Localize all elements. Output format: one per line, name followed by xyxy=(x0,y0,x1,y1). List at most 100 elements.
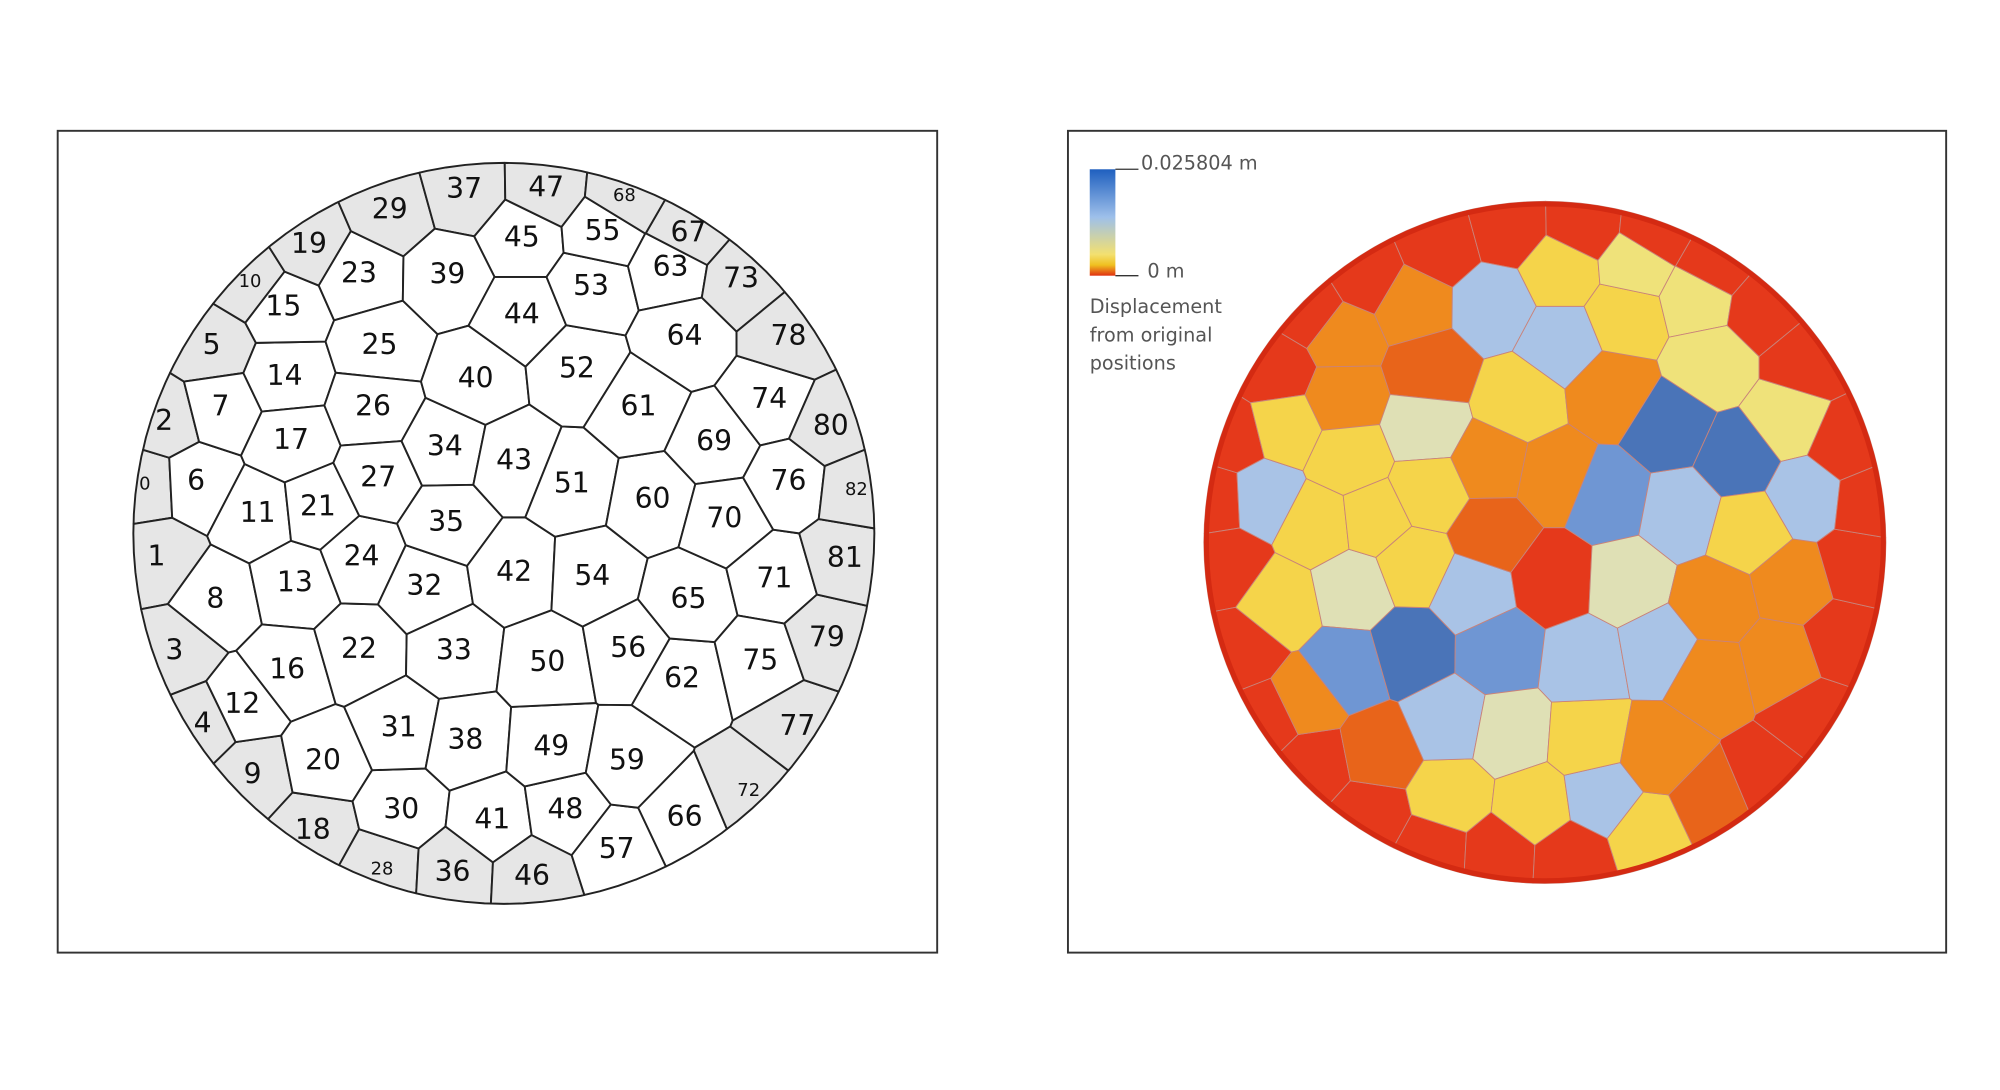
cell-label: 65 xyxy=(671,582,707,615)
cell-label: 53 xyxy=(573,269,609,302)
cell-label: 59 xyxy=(609,744,645,777)
cell-label: 57 xyxy=(599,832,635,865)
disc-rim xyxy=(1203,201,1886,884)
cell-label: 19 xyxy=(291,227,327,260)
cell xyxy=(783,593,869,693)
cell-label: 30 xyxy=(383,792,419,825)
cell-label: 31 xyxy=(381,710,417,743)
legend-caption: positions xyxy=(1090,352,1176,375)
colorbar xyxy=(1089,169,1116,276)
cell-label: 24 xyxy=(344,540,380,573)
cell-label: 39 xyxy=(429,258,465,291)
cell-label: 15 xyxy=(265,290,301,323)
cell-label: 47 xyxy=(528,171,564,204)
cell-label: 46 xyxy=(514,859,550,892)
cell-label: 6 xyxy=(187,464,205,497)
cell-label: 36 xyxy=(435,855,471,888)
cell-label: 1 xyxy=(147,540,165,573)
cell-label: 74 xyxy=(751,382,787,415)
cell-label: 44 xyxy=(504,297,540,330)
cell-label: 82 xyxy=(845,479,868,500)
legend-caption: Displacement xyxy=(1090,295,1223,318)
cell-label: 21 xyxy=(300,490,336,523)
cell xyxy=(337,171,436,258)
cell-label: 11 xyxy=(240,496,276,529)
cell-label: 69 xyxy=(696,424,732,457)
cell-label: 54 xyxy=(574,559,610,592)
legend-min-label: 0 m xyxy=(1147,259,1184,282)
cell-label: 42 xyxy=(496,555,532,588)
cell-label: 49 xyxy=(533,729,569,762)
cell-label: 35 xyxy=(428,505,464,538)
cell-label: 4 xyxy=(194,706,212,739)
cell-label: 16 xyxy=(269,653,305,686)
cell-label: 77 xyxy=(779,709,815,742)
cell-label: 73 xyxy=(723,262,759,295)
cell-label: 52 xyxy=(559,351,595,384)
cell-label: 51 xyxy=(554,467,590,500)
cell-label: 48 xyxy=(547,792,583,825)
cell-diagram: 0123456789101112131415161718192021222324… xyxy=(132,161,876,905)
cell-label: 26 xyxy=(355,390,391,423)
cell-label: 34 xyxy=(427,429,463,462)
cell-label: 68 xyxy=(613,185,636,206)
cell xyxy=(644,198,731,267)
cell xyxy=(637,749,728,868)
cell-label: 60 xyxy=(635,482,671,515)
cell-label: 28 xyxy=(371,858,394,879)
cell-label: 66 xyxy=(667,800,703,833)
cell-label: 3 xyxy=(165,633,183,666)
cell-label: 41 xyxy=(474,803,510,836)
cell-label: 75 xyxy=(742,644,778,677)
cell-label: 27 xyxy=(360,460,396,493)
cell-label: 5 xyxy=(203,328,221,361)
cell-label: 63 xyxy=(653,250,689,283)
cell-label: 18 xyxy=(295,813,331,846)
cell-label: 9 xyxy=(244,758,262,791)
cell-label: 0 xyxy=(139,474,150,495)
cell-label: 17 xyxy=(273,423,309,456)
cell-label: 56 xyxy=(610,631,646,664)
cell-label: 7 xyxy=(212,390,230,423)
cell xyxy=(817,448,876,530)
cell-label: 81 xyxy=(827,541,863,574)
cell-label: 76 xyxy=(771,464,807,497)
cell-label: 78 xyxy=(771,319,807,352)
cell-label: 25 xyxy=(362,328,398,361)
cell-label: 33 xyxy=(436,633,472,666)
cell xyxy=(729,679,840,772)
cell-label: 45 xyxy=(504,221,540,254)
cell-label: 29 xyxy=(372,192,408,225)
cell-label: 40 xyxy=(458,362,494,395)
legend-caption: from original xyxy=(1090,323,1213,346)
cell-label: 37 xyxy=(446,172,482,205)
cell-label: 71 xyxy=(756,562,792,595)
cell-label: 10 xyxy=(239,271,262,292)
cell-label: 64 xyxy=(667,319,703,352)
legend: 0.025804 m 0 m Displacement from origina… xyxy=(1089,152,1258,375)
cell-label: 32 xyxy=(406,569,442,602)
cell-label: 72 xyxy=(737,780,760,801)
cell-label: 8 xyxy=(206,582,224,615)
cell-label: 14 xyxy=(267,359,303,392)
cell-label: 67 xyxy=(671,215,707,248)
cell-label: 80 xyxy=(813,409,849,442)
cell-label: 50 xyxy=(529,645,565,678)
cell-label: 55 xyxy=(585,214,621,247)
cell-label: 12 xyxy=(224,687,260,720)
cell-label: 61 xyxy=(621,390,657,423)
displacement-map xyxy=(1203,200,1887,884)
cell-label: 20 xyxy=(305,744,341,777)
cell xyxy=(1304,365,1391,431)
legend-max-label: 0.025804 m xyxy=(1141,152,1258,175)
cell-label: 2 xyxy=(155,404,173,437)
cell xyxy=(693,725,790,830)
cell-label: 23 xyxy=(341,256,377,289)
cell-label: 70 xyxy=(706,501,742,534)
cell-label: 22 xyxy=(341,632,377,665)
cell-label: 13 xyxy=(277,565,313,598)
cell-label: 43 xyxy=(496,444,532,477)
cell-label: 38 xyxy=(447,723,483,756)
